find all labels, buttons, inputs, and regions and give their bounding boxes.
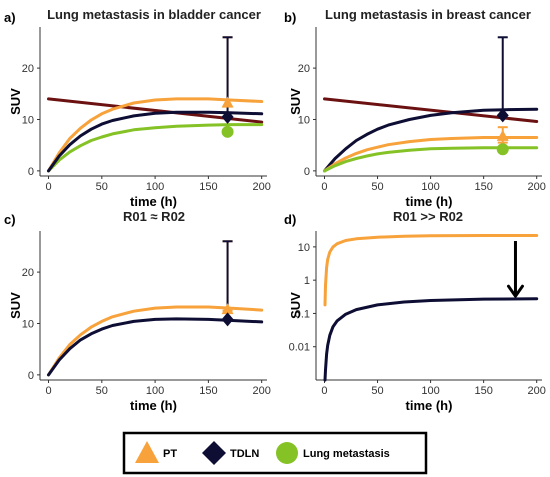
panel-c-point-tdln (221, 312, 234, 327)
panel-a-y-axis-title: SUV (8, 88, 23, 115)
panel-c-x-tick-label: 0 (45, 385, 51, 397)
panel-b-point-tdln (496, 108, 509, 123)
panel-b-y-tick-label: 10 (298, 114, 310, 126)
panel-a-series-tdln (47, 110, 264, 173)
panel-b-y-tick-label: 20 (298, 63, 310, 75)
panel-a-x-tick-label: 150 (199, 181, 217, 193)
panel-c-x-tick-label: 50 (96, 385, 108, 397)
panel-b-label: b) (284, 10, 296, 25)
panel-d-x-axis-title: time (h) (406, 398, 453, 413)
panel-c-y-axis-title: SUV (8, 292, 23, 319)
panel-a-x-tick-label: 50 (96, 181, 108, 193)
panel-d-series-tdln (323, 297, 539, 382)
panel-d-y-axis-title: SUV (288, 292, 303, 319)
panel-a-y-tick-label: 0 (28, 166, 34, 178)
panel-a: a) Lung metastasis in bladder cancer 0 50 10… (4, 7, 271, 209)
panel-c-x-axis-title: time (h) (130, 398, 177, 413)
panel-a-label: a) (4, 10, 16, 25)
legend-label: PT (163, 448, 177, 460)
panel-a-y-tick-label: 20 (22, 63, 34, 75)
panel-d-y-tick-label: 0.1 (295, 308, 310, 320)
panel-b-series-pt (323, 136, 539, 173)
panel-a-series-pt (47, 97, 264, 173)
panel-c-y-tick-label: 0 (28, 370, 34, 382)
legend-box (122, 431, 428, 475)
panel-d-y-tick-label: 1 (304, 275, 310, 287)
panel-a-series-lung (47, 123, 264, 173)
panel-b-x-tick-label: 0 (321, 181, 327, 193)
panel-b-series-tdln (323, 107, 539, 173)
panel-b-x-tick-label: 50 (371, 181, 383, 193)
panel-c-y-tick-label: 10 (22, 318, 34, 330)
panel-d-y-tick-label: 0.01 (289, 342, 310, 354)
panel-d-arrow-head (506, 284, 524, 298)
panel-c-x-tick-label: 200 (252, 385, 270, 397)
panel-b-series-lung (323, 146, 539, 173)
panel-c-label: c) (4, 212, 16, 227)
panel-b-x-tick-label: 200 (528, 181, 546, 193)
legend-label: TDLN (230, 448, 259, 460)
panel-c-x-tick-label: 100 (146, 385, 164, 397)
panel-d-series-pt (323, 234, 539, 307)
panel-c-title: R01 ≈ R02 (123, 209, 185, 224)
panel-a-point-tdln (221, 109, 234, 124)
panel-d-x-tick-label: 100 (421, 385, 439, 397)
panel-a-y-tick-label: 10 (22, 114, 34, 126)
panel-b-y-tick-label: 0 (304, 166, 310, 178)
panel-b-point-pt (496, 129, 509, 141)
panel-d-x-tick-label: 50 (371, 385, 383, 397)
panel-d-x-tick-label: 200 (528, 385, 546, 397)
legend-marker-pt (135, 441, 159, 463)
panel-c-point-pt (221, 303, 234, 315)
panel-a-point-lung (221, 125, 234, 138)
legend-label: Lung metastasis (303, 448, 390, 460)
panel-b-x-tick-label: 100 (421, 181, 439, 193)
legend-marker-lung (276, 442, 298, 464)
panel-d: d) R01 >> R02 0 50 100 150 200 0.01 0.1 1 10 time (… (284, 209, 546, 413)
panel-c-x-tick-label: 150 (199, 385, 217, 397)
panel-a-x-tick-label: 0 (45, 181, 51, 193)
panel-d-title: R01 >> R02 (393, 209, 463, 224)
legend-marker-tdln (202, 441, 226, 465)
panel-d-y-tick-label: 10 (298, 242, 310, 254)
panel-b-y-axis-title: SUV (288, 88, 303, 115)
panel-d-label: d) (284, 212, 296, 227)
panel-a-point-pt (221, 96, 234, 108)
panel-c-y-tick-label: 20 (22, 267, 34, 279)
panel-c: c) R01 ≈ R02 0 50 100 150 200 0 10 20 time (h) SUV (4, 209, 271, 413)
panel-a-x-axis-title: time (h) (130, 194, 177, 209)
legend: PT TDLN Lung metastasis (122, 431, 428, 475)
panel-c-series-tdln (47, 317, 264, 377)
panel-a-x-tick-label: 100 (146, 181, 164, 193)
panel-a-title: Lung metastasis in bladder cancer (47, 7, 261, 22)
panel-d-x-tick-label: 0 (321, 385, 327, 397)
panel-a-x-tick-label: 200 (252, 181, 270, 193)
panel-b-x-axis-title: time (h) (406, 194, 453, 209)
panel-b-point-lung (496, 143, 509, 156)
panel-d-x-tick-label: 150 (474, 385, 492, 397)
panel-b-x-tick-label: 150 (474, 181, 492, 193)
panel-c-series-pt (47, 305, 264, 377)
panel-b-title: Lung metastasis in breast cancer (325, 7, 531, 22)
